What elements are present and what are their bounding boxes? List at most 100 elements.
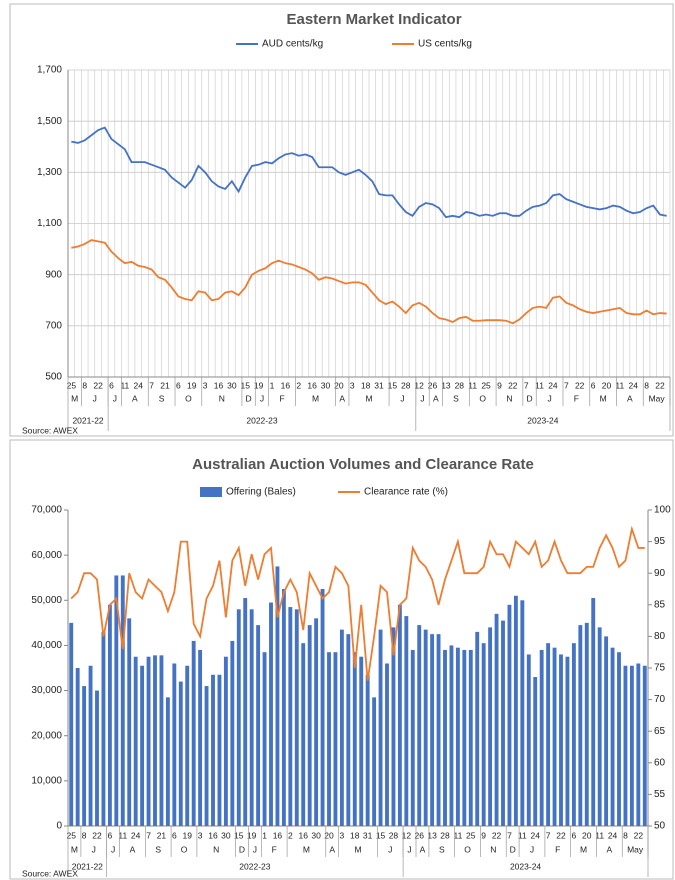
x-tick-label: 25 bbox=[66, 830, 76, 840]
bar bbox=[430, 634, 435, 826]
month-label: N bbox=[213, 844, 219, 854]
bar bbox=[552, 647, 557, 826]
month-label: S bbox=[155, 844, 161, 854]
bar bbox=[365, 674, 370, 826]
bar bbox=[165, 697, 170, 826]
y2-tick-label: 50 bbox=[654, 821, 666, 832]
x-tick-label: 19 bbox=[182, 830, 192, 840]
bar bbox=[449, 645, 454, 826]
x-tick-label: 15 bbox=[241, 380, 251, 390]
x-tick-label: 28 bbox=[389, 830, 399, 840]
x-tick-label: 11 bbox=[535, 380, 544, 390]
bar bbox=[501, 620, 505, 826]
bar bbox=[468, 649, 473, 826]
x-tick-label: 19 bbox=[254, 380, 264, 390]
month-label: O bbox=[479, 393, 486, 403]
month-label: O bbox=[185, 393, 192, 403]
bar bbox=[288, 607, 293, 826]
month-label: D bbox=[246, 393, 252, 403]
bar bbox=[488, 627, 493, 826]
month-label: J bbox=[530, 844, 534, 854]
bar bbox=[423, 629, 428, 826]
x-tick-label: 1 bbox=[262, 830, 267, 840]
year-label: 2022-23 bbox=[246, 415, 277, 425]
x-tick-label: 18 bbox=[350, 830, 360, 840]
x-tick-label: 26 bbox=[428, 380, 438, 390]
y-tick-label: 60,000 bbox=[31, 550, 62, 561]
x-tick-label: 9 bbox=[481, 830, 486, 840]
y-tick-label: 10,000 bbox=[31, 775, 62, 786]
bar bbox=[533, 677, 538, 826]
month-label: A bbox=[329, 844, 335, 854]
x-tick-label: 21 bbox=[160, 380, 170, 390]
x-tick-label: 31 bbox=[363, 830, 373, 840]
x-tick-label: 11 bbox=[120, 380, 129, 390]
x-tick-label: 24 bbox=[608, 830, 618, 840]
y2-tick-label: 85 bbox=[654, 599, 666, 610]
y2-tick-label: 75 bbox=[654, 663, 666, 674]
bar bbox=[346, 634, 351, 826]
month-label: J bbox=[547, 393, 551, 403]
line-series bbox=[71, 126, 667, 219]
month-label: J bbox=[113, 393, 117, 403]
month-label: M bbox=[580, 844, 587, 854]
x-tick-label: 26 bbox=[414, 830, 424, 840]
x-tick-label: 13 bbox=[441, 380, 451, 390]
bar bbox=[333, 652, 338, 826]
x-tick-label: 22 bbox=[508, 380, 518, 390]
bar bbox=[597, 627, 602, 826]
x-tick-label: 16 bbox=[273, 830, 283, 840]
x-tick-label: 16 bbox=[298, 830, 308, 840]
x-tick-label: 9 bbox=[497, 380, 502, 390]
year-label: 2023-24 bbox=[510, 861, 541, 871]
chart-title: Eastern Market Indicator bbox=[286, 11, 461, 28]
x-tick-label: 3 bbox=[350, 380, 355, 390]
x-tick-label: 3 bbox=[198, 830, 203, 840]
month-label: N bbox=[219, 393, 225, 403]
x-tick-label: 24 bbox=[530, 830, 540, 840]
month-label: J bbox=[93, 393, 97, 403]
x-tick-label: 15 bbox=[388, 380, 398, 390]
bar bbox=[571, 643, 576, 826]
y-tick-label: 700 bbox=[45, 320, 62, 331]
x-tick-label: 24 bbox=[548, 380, 558, 390]
month-label: M bbox=[303, 844, 310, 854]
month-label: M bbox=[312, 393, 319, 403]
bar bbox=[314, 618, 319, 826]
panel-frame bbox=[9, 3, 674, 437]
x-tick-label: 8 bbox=[82, 830, 87, 840]
y-tick-label: 1,300 bbox=[37, 167, 62, 178]
x-tick-label: 19 bbox=[247, 830, 257, 840]
x-tick-label: 6 bbox=[109, 380, 114, 390]
bar bbox=[262, 652, 267, 826]
y-tick-label: 70,000 bbox=[31, 505, 62, 516]
x-tick-label: 16 bbox=[281, 380, 291, 390]
month-label: M bbox=[365, 393, 372, 403]
x-tick-label: 6 bbox=[176, 380, 181, 390]
month-label: A bbox=[627, 393, 633, 403]
line-series bbox=[70, 525, 645, 681]
x-tick-label: 15 bbox=[376, 830, 386, 840]
bar bbox=[327, 652, 331, 826]
bar bbox=[539, 649, 544, 826]
bar bbox=[481, 643, 486, 826]
month-label: May bbox=[627, 844, 644, 854]
legend-label: US cents/kg bbox=[418, 39, 472, 50]
bar bbox=[294, 609, 299, 826]
x-tick-label: 2 bbox=[296, 380, 301, 390]
bar bbox=[243, 598, 248, 826]
source-note: Source: AWEX bbox=[22, 425, 78, 435]
month-label: F bbox=[279, 393, 284, 403]
y-tick-label: 500 bbox=[45, 372, 62, 383]
bar bbox=[642, 665, 647, 826]
month-label: S bbox=[453, 393, 459, 403]
month-label: F bbox=[272, 844, 277, 854]
bar bbox=[140, 665, 145, 826]
x-tick-label: 11 bbox=[615, 380, 624, 390]
bar bbox=[584, 622, 589, 826]
y2-tick-label: 60 bbox=[654, 757, 666, 768]
bar bbox=[559, 654, 563, 826]
x-tick-label: 28 bbox=[440, 830, 450, 840]
y-tick-label: 20,000 bbox=[31, 730, 62, 741]
